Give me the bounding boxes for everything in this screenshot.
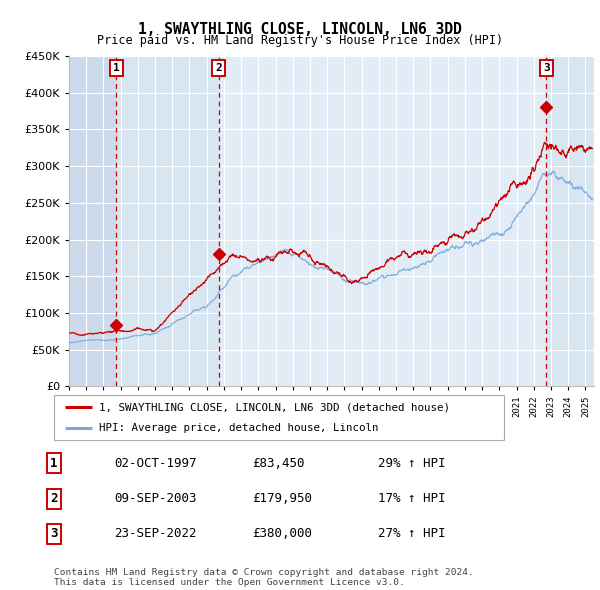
Bar	[69, 56, 116, 386]
Text: HPI: Average price, detached house, Lincoln: HPI: Average price, detached house, Linc…	[99, 422, 379, 432]
FancyBboxPatch shape	[54, 395, 504, 440]
Bar	[116, 56, 218, 386]
Text: 17% ↑ HPI: 17% ↑ HPI	[378, 492, 445, 505]
Text: 1, SWAYTHLING CLOSE, LINCOLN, LN6 3DD: 1, SWAYTHLING CLOSE, LINCOLN, LN6 3DD	[138, 22, 462, 37]
Text: 3: 3	[543, 63, 550, 73]
Text: 3: 3	[50, 527, 58, 540]
Text: 2: 2	[50, 492, 58, 505]
Text: 2: 2	[215, 63, 222, 73]
Bar	[218, 56, 547, 386]
Text: £380,000: £380,000	[252, 527, 312, 540]
Text: 23-SEP-2022: 23-SEP-2022	[114, 527, 197, 540]
Text: 27% ↑ HPI: 27% ↑ HPI	[378, 527, 445, 540]
Text: 1: 1	[50, 457, 58, 470]
Text: 09-SEP-2003: 09-SEP-2003	[114, 492, 197, 505]
Text: Price paid vs. HM Land Registry's House Price Index (HPI): Price paid vs. HM Land Registry's House …	[97, 34, 503, 47]
Text: 02-OCT-1997: 02-OCT-1997	[114, 457, 197, 470]
Text: 1, SWAYTHLING CLOSE, LINCOLN, LN6 3DD (detached house): 1, SWAYTHLING CLOSE, LINCOLN, LN6 3DD (d…	[99, 402, 450, 412]
Text: 1: 1	[113, 63, 120, 73]
Text: £83,450: £83,450	[252, 457, 305, 470]
Text: 29% ↑ HPI: 29% ↑ HPI	[378, 457, 445, 470]
Text: £179,950: £179,950	[252, 492, 312, 505]
Text: Contains HM Land Registry data © Crown copyright and database right 2024.
This d: Contains HM Land Registry data © Crown c…	[54, 568, 474, 587]
Bar	[547, 56, 594, 386]
